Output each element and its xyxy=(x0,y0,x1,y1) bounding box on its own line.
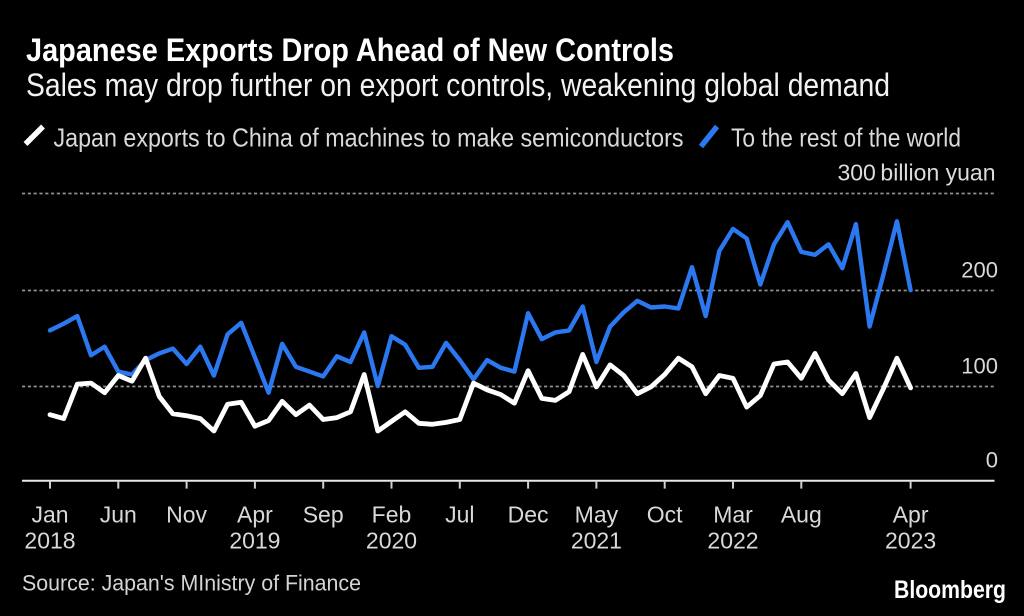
svg-text:Sep: Sep xyxy=(303,502,344,528)
svg-text:200: 200 xyxy=(961,258,998,283)
svg-text:Feb: Feb xyxy=(372,502,412,528)
svg-text:2021: 2021 xyxy=(571,528,622,554)
svg-text:Nov: Nov xyxy=(166,502,207,528)
svg-text:May: May xyxy=(575,502,619,528)
svg-text:2023: 2023 xyxy=(885,528,936,554)
svg-text:Mar: Mar xyxy=(713,502,753,528)
svg-text:Oct: Oct xyxy=(647,502,683,528)
svg-text:Apr: Apr xyxy=(893,502,929,528)
svg-text:Japanese Exports Drop Ahead of: Japanese Exports Drop Ahead of New Contr… xyxy=(26,32,674,68)
svg-text:2022: 2022 xyxy=(707,528,758,554)
svg-text:100: 100 xyxy=(961,354,998,379)
svg-text:0: 0 xyxy=(986,448,998,473)
svg-text:Aug: Aug xyxy=(781,502,822,528)
svg-text:To the rest of the world: To the rest of the world xyxy=(731,123,961,153)
svg-text:Jul: Jul xyxy=(445,502,474,528)
svg-text:2020: 2020 xyxy=(366,528,417,554)
svg-text:Jun: Jun xyxy=(100,502,137,528)
svg-text:Bloomberg: Bloomberg xyxy=(894,576,1006,604)
svg-text:2018: 2018 xyxy=(24,528,75,554)
svg-text:Source: Japan's MInistry of Fi: Source: Japan's MInistry of Finance xyxy=(22,571,361,596)
svg-text:2019: 2019 xyxy=(229,528,280,554)
svg-text:Japan exports to China of mach: Japan exports to China of machines to ma… xyxy=(54,123,684,153)
svg-text:Apr: Apr xyxy=(237,502,273,528)
svg-text:Jan: Jan xyxy=(31,502,68,528)
svg-text:Sales may drop further on expo: Sales may drop further on export control… xyxy=(26,67,890,103)
svg-text:Dec: Dec xyxy=(508,502,549,528)
svg-text:300 billion yuan: 300 billion yuan xyxy=(837,160,995,186)
